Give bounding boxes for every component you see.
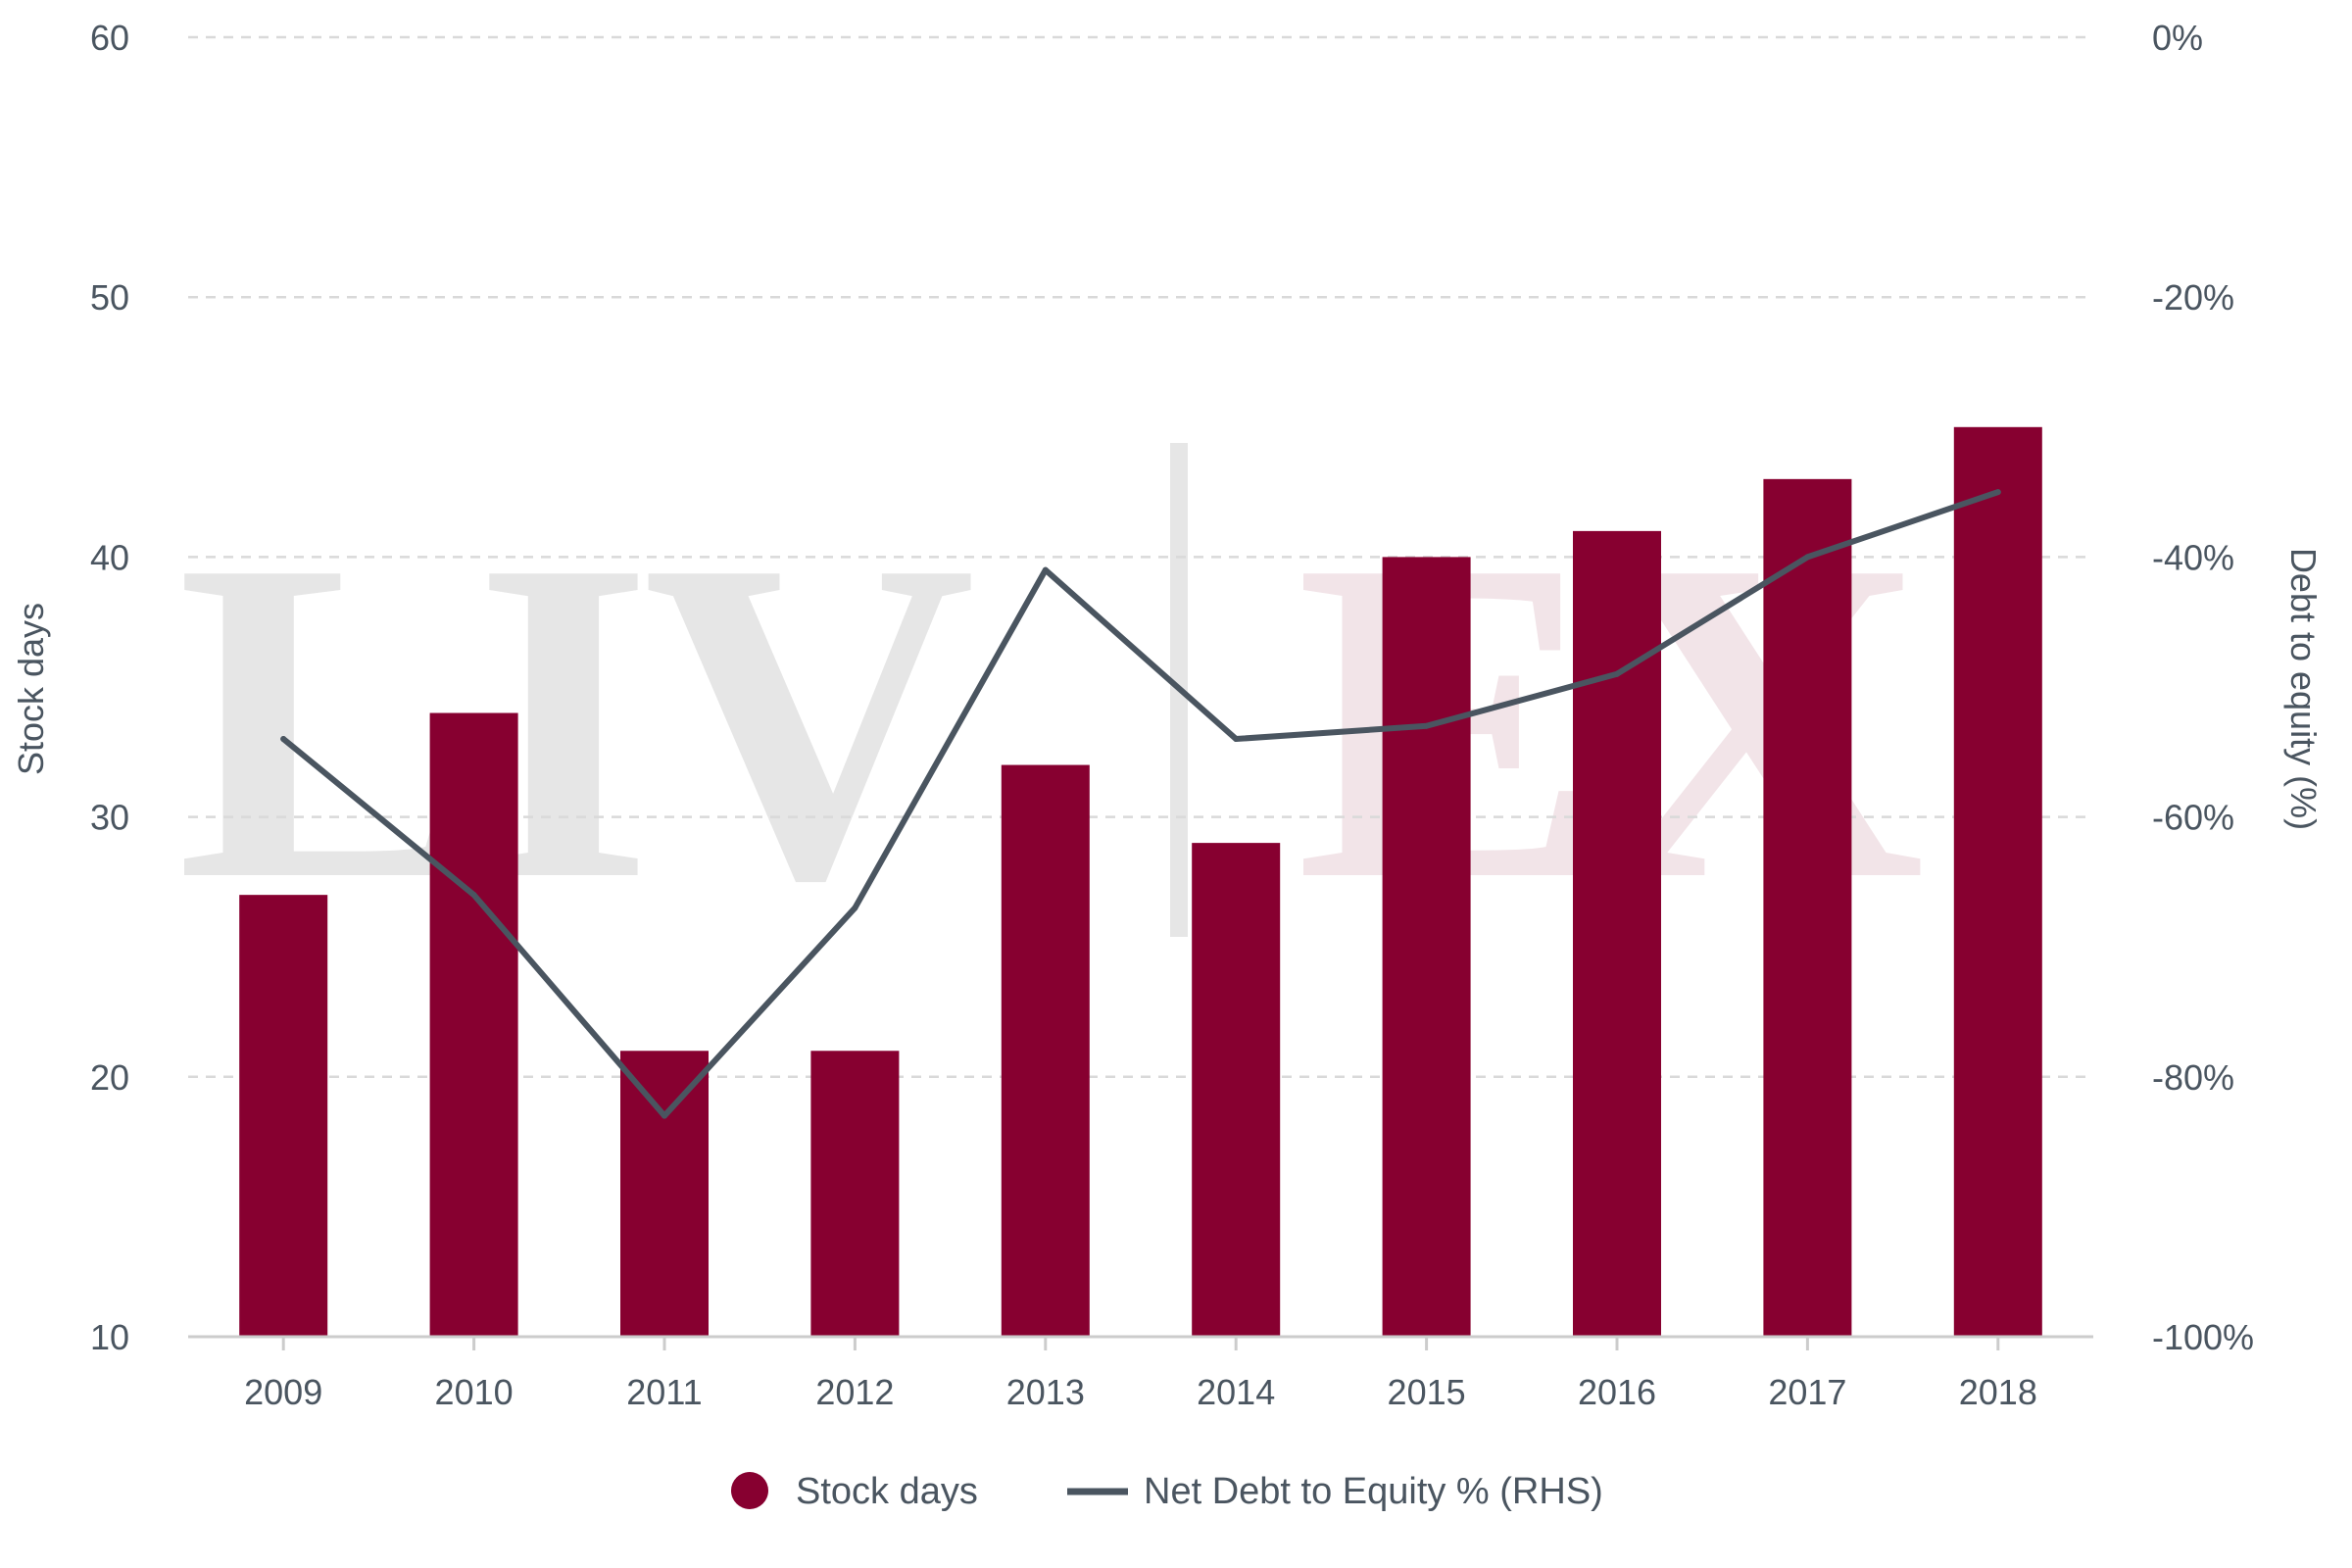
x-tick-label: 2017 xyxy=(1768,1372,1846,1412)
x-tick-label: 2013 xyxy=(1006,1372,1085,1412)
bar xyxy=(1001,764,1090,1337)
net-debt-line xyxy=(280,489,2001,1119)
line-point xyxy=(470,892,477,899)
legend: Stock days Net Debt to Equity % (RHS) xyxy=(731,1471,1603,1512)
x-tick-label: 2011 xyxy=(626,1372,702,1412)
legend-stock-days-marker xyxy=(731,1472,768,1509)
y2-tick-label: 0% xyxy=(2152,18,2203,58)
line-series xyxy=(280,489,2001,1119)
line-point xyxy=(1042,566,1049,573)
line-point xyxy=(1233,736,1240,743)
bar xyxy=(1763,478,1852,1338)
x-tick-label: 2016 xyxy=(1578,1372,1656,1412)
watermark-left-text: LIV xyxy=(176,465,974,975)
x-tick-label: 2015 xyxy=(1388,1372,1466,1412)
y-tick-label: 10 xyxy=(90,1317,129,1357)
y-tick-label: 40 xyxy=(90,537,129,577)
legend-net-debt-label: Net Debt to Equity % (RHS) xyxy=(1144,1471,1603,1512)
bar-series xyxy=(239,426,2042,1338)
line-point xyxy=(1804,554,1811,561)
x-tick-label: 2012 xyxy=(815,1372,894,1412)
bar xyxy=(1573,530,1661,1337)
bar xyxy=(1382,557,1471,1337)
y-tick-label: 30 xyxy=(90,798,129,838)
bar xyxy=(1953,426,2042,1337)
y2-tick-label: -40% xyxy=(2152,537,2234,577)
y2-tick-label: -60% xyxy=(2152,798,2234,838)
bar xyxy=(1192,843,1281,1337)
bar xyxy=(810,1051,900,1337)
x-tick-label: 2014 xyxy=(1197,1372,1275,1412)
bar xyxy=(620,1051,709,1337)
line-point xyxy=(662,1112,667,1119)
y-tick-label: 20 xyxy=(90,1057,129,1098)
line-point xyxy=(1423,722,1430,729)
x-tick-label: 2018 xyxy=(1959,1372,2037,1412)
left-axis-title: Stock days xyxy=(11,603,51,775)
bar xyxy=(429,712,518,1337)
line-point xyxy=(1994,489,2001,496)
line-point xyxy=(1614,670,1620,677)
y-tick-label: 50 xyxy=(90,277,129,318)
y2-tick-label: -80% xyxy=(2152,1057,2234,1098)
x-tick-label: 2009 xyxy=(244,1372,322,1412)
axes: 10 -100% 20 -80% 30 -60% 40 -40% 50 -20% 60 0% 2009 2… xyxy=(90,18,2254,1412)
legend-stock-days-label: Stock days xyxy=(796,1471,978,1512)
y2-tick-label: -100% xyxy=(2152,1317,2254,1357)
line-point xyxy=(852,905,858,911)
right-axis-title: Debt to equity (%) xyxy=(2283,548,2324,830)
x-tick-label: 2010 xyxy=(435,1372,514,1412)
line-point xyxy=(280,736,287,743)
bar xyxy=(239,895,328,1337)
y2-tick-label: -20% xyxy=(2152,277,2234,318)
y-tick-label: 60 xyxy=(90,18,129,58)
